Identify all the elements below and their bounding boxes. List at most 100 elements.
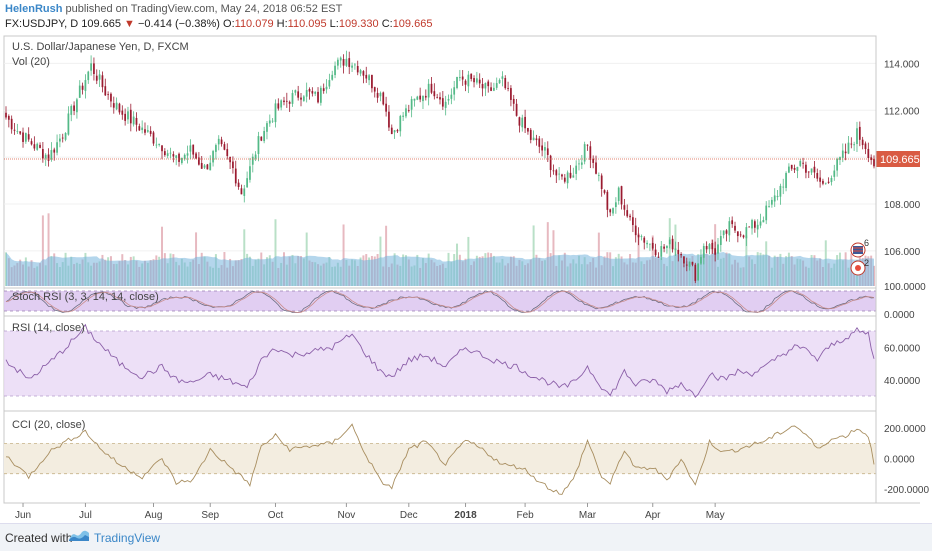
candle-body — [317, 91, 319, 103]
candle-body — [753, 221, 756, 228]
time-axis[interactable]: Jun Jul Aug Sep Oct Nov Dec 2018 Feb Mar Apr May — [15, 503, 725, 521]
candle-body — [512, 98, 515, 104]
flag-count-6: 6 — [864, 238, 869, 248]
low-value: 109.330 — [338, 18, 379, 30]
candle-body — [867, 148, 870, 158]
candle-body — [371, 74, 373, 89]
us-flag-icon[interactable] — [850, 242, 866, 258]
candle-body — [623, 205, 626, 210]
candle-body — [24, 133, 27, 142]
candle-body — [229, 156, 231, 163]
jp-flag-icon[interactable] — [850, 260, 866, 276]
candle-body — [711, 242, 714, 250]
candle-body — [549, 155, 552, 171]
candle-body — [580, 162, 583, 165]
candle-body — [495, 83, 498, 88]
candle-body — [668, 239, 671, 245]
candle-body — [305, 90, 308, 97]
candle-body — [87, 71, 90, 81]
candle-body — [632, 217, 634, 226]
author-link[interactable]: HelenRush — [5, 3, 63, 15]
candle-body — [5, 112, 7, 118]
candle-body — [728, 221, 731, 236]
publish-line: HelenRush published on TradingView.com, … — [5, 3, 342, 15]
candle-body — [816, 172, 819, 179]
candle-body — [53, 149, 56, 153]
candle-body — [660, 246, 663, 257]
volume-bar — [47, 213, 50, 286]
candle-body — [76, 99, 78, 113]
candle-body — [356, 65, 359, 73]
candle-body — [671, 238, 674, 250]
open-label: O: — [223, 18, 235, 30]
rsi-band — [4, 331, 876, 396]
candle-body — [19, 131, 22, 134]
time-tick-label: Apr — [645, 510, 661, 521]
rsi-pane[interactable]: RSI (14, close) 60.0000 40.0000 — [3, 315, 921, 412]
candle-body — [251, 156, 254, 165]
candle-body — [144, 129, 146, 133]
candle-body — [646, 242, 648, 245]
candle-body — [824, 182, 827, 184]
candle-body — [195, 153, 197, 159]
chart-svg[interactable]: U.S. Dollar/Japanese Yen, D, FXCM Vol (2… — [0, 33, 932, 523]
candle-body — [742, 235, 745, 238]
candle-body — [481, 83, 484, 89]
candle-body — [535, 138, 538, 141]
candle-body — [351, 65, 353, 68]
candle-body — [348, 58, 351, 67]
candle-body — [813, 166, 816, 173]
candle-body — [614, 202, 617, 208]
tradingview-brand-link[interactable]: TradingView — [94, 531, 161, 545]
candle-body — [756, 224, 759, 230]
symbol-label[interactable]: FX:USDJPY, D — [5, 18, 79, 30]
candle-body — [677, 249, 680, 255]
candle-body — [807, 171, 810, 173]
vol-label: Vol (20) — [12, 56, 50, 68]
cci-pane[interactable]: CCI (20, close) 200.0000 0.0000 -200.0000 — [3, 410, 929, 504]
candle-body — [841, 150, 844, 158]
candle-body — [736, 231, 739, 237]
cci-tick-label: 200.0000 — [884, 424, 926, 435]
cci-band — [4, 443, 876, 474]
candle-body — [149, 130, 152, 134]
candle-body — [870, 157, 873, 161]
candle-body — [620, 186, 623, 205]
candle-body — [93, 63, 95, 75]
open-value: 110.079 — [234, 18, 274, 30]
cci-line — [5, 423, 875, 495]
candle-body — [617, 187, 620, 201]
time-tick-label: Dec — [400, 510, 418, 521]
candle-body — [220, 139, 223, 145]
candle-body — [788, 166, 790, 173]
candle-body — [538, 138, 541, 147]
candle-body — [101, 75, 104, 88]
candle-body — [416, 96, 419, 100]
candle-body — [847, 142, 850, 154]
candles — [5, 50, 875, 284]
candle-body — [734, 225, 736, 231]
candle-body — [861, 139, 864, 146]
candle-body — [285, 100, 288, 102]
candle-body — [141, 127, 144, 131]
candle-body — [717, 244, 719, 254]
chart-frame[interactable]: U.S. Dollar/Japanese Yen, D, FXCM Vol (2… — [0, 33, 932, 523]
stoch-rsi-pane[interactable]: Stoch RSI (3, 3, 14, 14, close) 100.0000… — [3, 282, 926, 321]
candle-body — [200, 163, 203, 169]
candle-body — [27, 134, 30, 140]
candle-body — [407, 110, 410, 111]
tradingview-logo-icon[interactable] — [68, 528, 90, 544]
main-pane[interactable]: U.S. Dollar/Japanese Yen, D, FXCM Vol (2… — [3, 35, 921, 289]
candle-body — [118, 103, 121, 113]
candle-body — [263, 130, 266, 142]
volume-bar — [668, 218, 671, 286]
candle-body — [441, 98, 444, 107]
candle-body — [373, 87, 376, 92]
candle-body — [319, 87, 322, 103]
candle-body — [507, 88, 509, 89]
candle-body — [722, 230, 725, 236]
candle-body — [121, 110, 124, 115]
candle-body — [359, 70, 362, 74]
candle-body — [510, 88, 512, 100]
candle-body — [504, 77, 507, 89]
